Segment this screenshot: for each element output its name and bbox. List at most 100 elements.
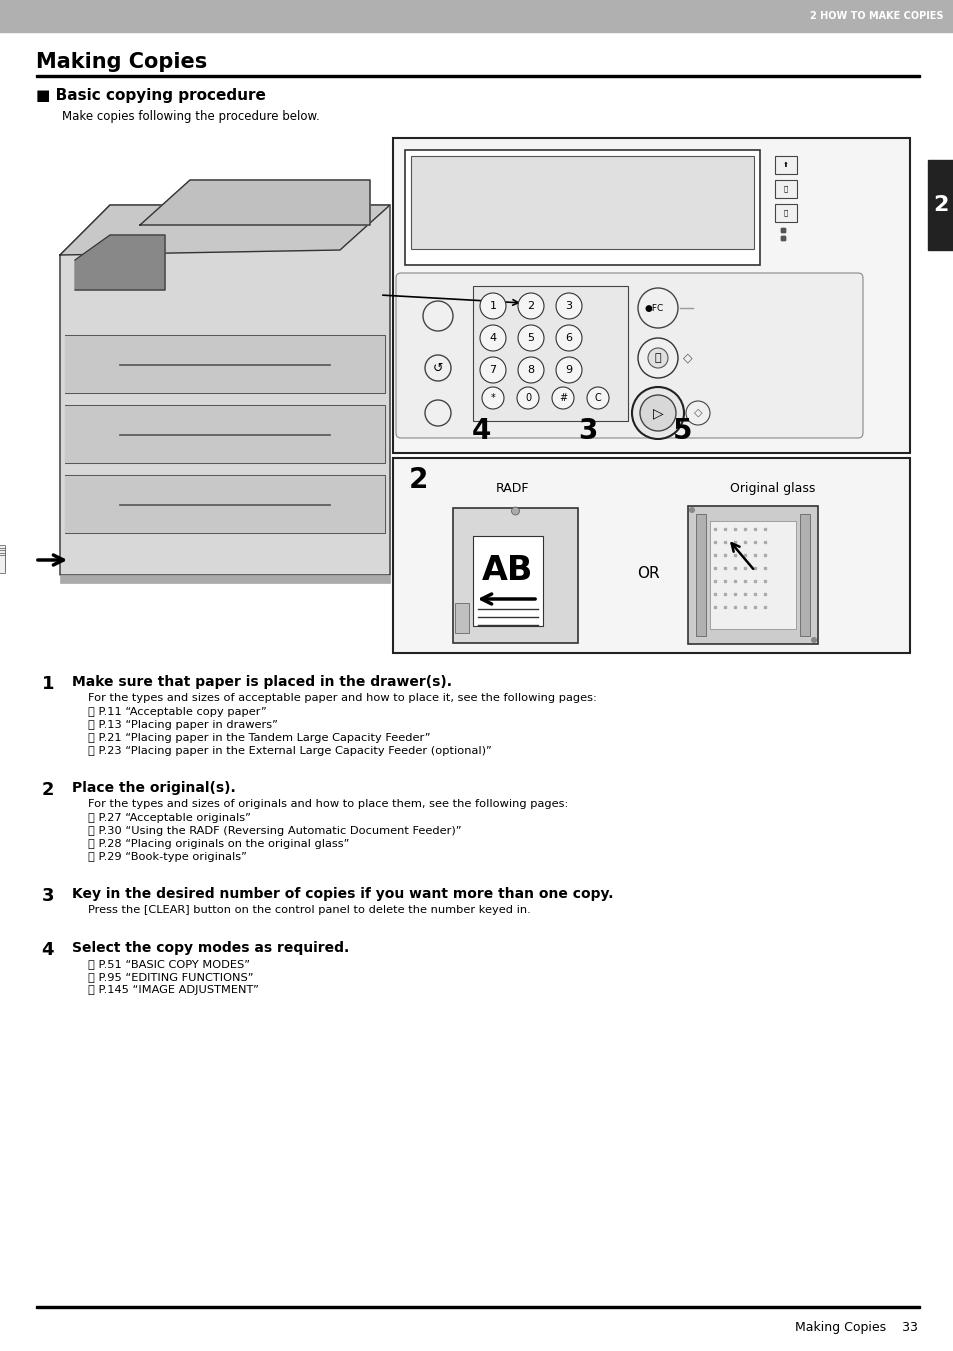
Polygon shape (140, 180, 370, 226)
Bar (455, 603, 469, 634)
Text: 3: 3 (565, 301, 572, 311)
Text: 5: 5 (673, 417, 692, 444)
Circle shape (638, 288, 678, 328)
Text: For the types and sizes of acceptable paper and how to place it, see the followi: For the types and sizes of acceptable pa… (88, 693, 597, 703)
Text: 4: 4 (42, 942, 54, 959)
Text: AB: AB (482, 554, 533, 588)
Text: ⬆: ⬆ (782, 162, 788, 168)
Text: ⌗ P.51 “BASIC COPY MODES”: ⌗ P.51 “BASIC COPY MODES” (88, 959, 250, 969)
Text: 9: 9 (565, 365, 572, 376)
Text: 2: 2 (932, 195, 947, 215)
Bar (0, 544, 5, 563)
Text: 4: 4 (471, 417, 490, 444)
Polygon shape (60, 205, 390, 576)
Circle shape (481, 386, 503, 409)
Polygon shape (65, 335, 385, 393)
Circle shape (479, 357, 505, 382)
Circle shape (810, 638, 816, 643)
Circle shape (552, 386, 574, 409)
Circle shape (517, 357, 543, 382)
Circle shape (424, 400, 451, 426)
Text: ■ Basic copying procedure: ■ Basic copying procedure (36, 88, 266, 103)
Text: Press the [CLEAR] button on the control panel to delete the number keyed in.: Press the [CLEAR] button on the control … (88, 905, 530, 915)
Circle shape (422, 301, 453, 331)
Circle shape (479, 293, 505, 319)
Polygon shape (65, 405, 385, 463)
Circle shape (685, 401, 709, 426)
Text: 🔆: 🔆 (654, 353, 660, 363)
Bar (0, 553, 5, 570)
Circle shape (586, 386, 608, 409)
Text: ⌗ P.11 “Acceptable copy paper”: ⌗ P.11 “Acceptable copy paper” (88, 707, 267, 717)
Text: Original glass: Original glass (730, 482, 815, 494)
Text: 📄: 📄 (783, 185, 787, 192)
Text: Make copies following the procedure below.: Make copies following the procedure belo… (62, 109, 319, 123)
Text: 2: 2 (527, 301, 534, 311)
Circle shape (424, 355, 451, 381)
Circle shape (511, 507, 519, 515)
Text: Key in the desired number of copies if you want more than one copy.: Key in the desired number of copies if y… (71, 888, 613, 901)
Text: 3: 3 (578, 417, 598, 444)
Text: ⌗ P.23 “Placing paper in the External Large Capacity Feeder (optional)”: ⌗ P.23 “Placing paper in the External La… (88, 746, 491, 757)
Text: ⌗ P.30 “Using the RADF (Reversing Automatic Document Feeder)”: ⌗ P.30 “Using the RADF (Reversing Automa… (88, 825, 461, 836)
Circle shape (631, 386, 683, 439)
Text: ●FC: ●FC (643, 304, 663, 312)
Text: ▷: ▷ (652, 407, 662, 420)
Polygon shape (75, 235, 165, 290)
Text: ⌗ P.28 “Placing originals on the original glass”: ⌗ P.28 “Placing originals on the origina… (88, 839, 349, 848)
Bar (0, 550, 5, 567)
Bar (393, 138, 909, 453)
Text: 1: 1 (42, 676, 54, 693)
Circle shape (517, 293, 543, 319)
Text: RADF: RADF (496, 482, 529, 494)
Text: C: C (594, 393, 600, 403)
Text: 1: 1 (489, 301, 496, 311)
Text: Place the original(s).: Place the original(s). (71, 781, 235, 794)
Circle shape (688, 507, 695, 513)
Text: ⌗ P.21 “Placing paper in the Tandem Large Capacity Feeder”: ⌗ P.21 “Placing paper in the Tandem Larg… (88, 734, 430, 743)
Circle shape (556, 357, 581, 382)
Circle shape (556, 293, 581, 319)
Bar (0, 555, 5, 573)
Text: 4: 4 (489, 332, 497, 343)
Text: 0: 0 (524, 393, 531, 403)
Bar (411, 155, 753, 249)
Text: 2: 2 (42, 781, 54, 798)
Text: ◇: ◇ (693, 408, 701, 417)
Text: Make sure that paper is placed in the drawer(s).: Make sure that paper is placed in the dr… (71, 676, 452, 689)
Text: For the types and sizes of originals and how to place them, see the following pa: For the types and sizes of originals and… (88, 798, 568, 809)
Text: ⌗ P.29 “Book-type originals”: ⌗ P.29 “Book-type originals” (88, 852, 247, 862)
Text: 2 HOW TO MAKE COPIES: 2 HOW TO MAKE COPIES (810, 11, 943, 22)
Circle shape (556, 326, 581, 351)
Text: ◇: ◇ (682, 351, 692, 365)
Text: 5: 5 (527, 332, 534, 343)
Text: 🔒: 🔒 (783, 209, 787, 216)
Bar (927, 159, 953, 250)
Text: 8: 8 (527, 365, 534, 376)
Bar (0, 0, 953, 32)
Text: *: * (490, 393, 495, 403)
Bar (393, 458, 909, 653)
Circle shape (638, 338, 678, 378)
Circle shape (647, 349, 667, 367)
Text: ⌗ P.145 “IMAGE ADJUSTMENT”: ⌗ P.145 “IMAGE ADJUSTMENT” (88, 985, 258, 994)
Text: 3: 3 (42, 888, 54, 905)
Circle shape (479, 326, 505, 351)
Bar (687, 507, 817, 644)
Bar (473, 536, 542, 626)
Text: Making Copies    33: Making Copies 33 (794, 1321, 917, 1335)
Bar (405, 150, 760, 265)
Text: ⌗ P.95 “EDITING FUNCTIONS”: ⌗ P.95 “EDITING FUNCTIONS” (88, 971, 253, 982)
Circle shape (517, 386, 538, 409)
Text: ↺: ↺ (433, 362, 443, 374)
Text: ⌗ P.27 “Acceptable originals”: ⌗ P.27 “Acceptable originals” (88, 813, 251, 823)
Circle shape (639, 394, 676, 431)
Bar (774, 204, 796, 222)
Circle shape (517, 326, 543, 351)
Text: 7: 7 (489, 365, 497, 376)
Bar (36, 1306, 919, 1308)
Text: Select the copy modes as required.: Select the copy modes as required. (71, 942, 349, 955)
Text: #: # (558, 393, 566, 403)
FancyBboxPatch shape (395, 273, 862, 438)
Bar (60, 576, 390, 584)
